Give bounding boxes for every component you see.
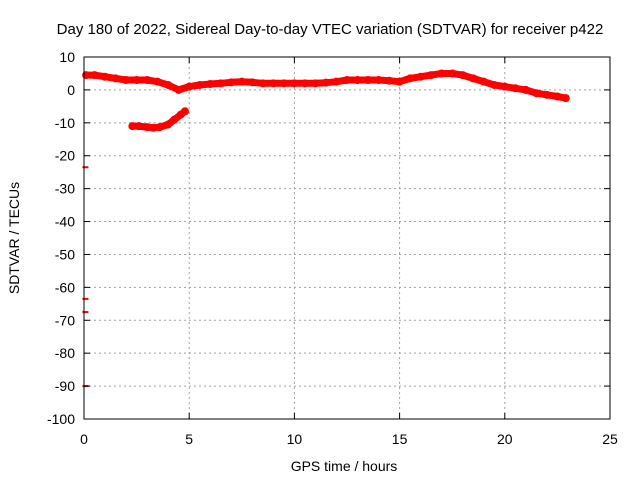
series-main-point <box>385 76 394 85</box>
series-main-point <box>132 76 141 85</box>
series-main-point <box>521 85 530 94</box>
series-main-point <box>343 76 351 85</box>
y-tick-label: -90 <box>55 378 75 394</box>
plot-area <box>82 69 570 388</box>
series-main-point <box>279 79 288 88</box>
series-main-point <box>153 77 162 86</box>
x-tick-label: 0 <box>80 431 88 447</box>
series-main-point <box>90 71 99 80</box>
series-main-point <box>300 79 309 88</box>
series-main-point <box>195 80 204 89</box>
y-tick-label: -80 <box>55 345 75 361</box>
series-segment-point <box>155 123 164 132</box>
y-tick-label: -30 <box>55 181 75 197</box>
series-main-point <box>374 76 383 85</box>
series-main-point <box>332 77 341 86</box>
x-tick-label: 5 <box>185 431 193 447</box>
y-tick-label: 10 <box>59 49 75 65</box>
series-main-point <box>143 76 152 85</box>
series-main-point <box>101 72 110 81</box>
x-axis-label: GPS time / hours <box>291 458 398 474</box>
series-main-point <box>416 72 425 81</box>
series-main-point <box>553 92 562 101</box>
grid-lines <box>84 57 610 419</box>
series-main-point <box>479 77 488 86</box>
series-main-point <box>511 84 520 93</box>
series-main-point <box>311 79 320 88</box>
series-main-point <box>395 77 404 86</box>
series-main-point <box>227 78 236 87</box>
x-tick-label: 10 <box>287 431 303 447</box>
series-segment-point <box>143 123 152 132</box>
series-main-point <box>206 79 215 88</box>
chart-title: Day 180 of 2022, Sidereal Day-to-day VTE… <box>57 21 604 38</box>
series-main-point <box>269 79 278 88</box>
series-segment-point <box>180 107 189 116</box>
y-tick-label: -70 <box>55 312 75 328</box>
y-tick-label: -60 <box>55 279 75 295</box>
series-main-point <box>237 77 246 86</box>
series-main-point <box>111 74 120 83</box>
y-axis-label: SDTVAR / TECUs <box>6 182 22 294</box>
series-segment-point <box>128 122 137 131</box>
series-main-point <box>258 79 267 88</box>
series-main-point <box>437 69 446 78</box>
series-segment-point <box>164 120 173 129</box>
series-main-point <box>185 82 194 91</box>
series-main-point <box>406 74 415 83</box>
series-main-point <box>490 80 499 89</box>
series-main-point <box>469 74 478 83</box>
y-tick-label: -100 <box>47 411 75 427</box>
series-segment-point <box>170 115 179 124</box>
series-main-point <box>458 71 467 80</box>
series-segment-point <box>134 122 143 131</box>
series-main-point <box>364 76 373 85</box>
series-main-point <box>122 76 131 85</box>
series-main-point <box>427 71 436 80</box>
series-main-point <box>174 85 183 94</box>
series-main-point <box>561 94 570 103</box>
y-tick-label: -20 <box>55 148 75 164</box>
x-tick-label: 20 <box>497 431 513 447</box>
series-main-point <box>82 71 91 80</box>
y-tick-label: -50 <box>55 246 75 262</box>
plot-frame <box>83 56 611 420</box>
series-main-point <box>216 79 225 88</box>
series-main-point <box>448 69 457 78</box>
series-main-point <box>542 90 551 99</box>
series-main-point <box>532 89 541 98</box>
series-main-point <box>321 78 330 87</box>
series-main-point <box>353 76 362 85</box>
y-tick-label: -40 <box>55 214 75 230</box>
series-main-point <box>290 79 299 88</box>
series-segment-point <box>149 123 158 132</box>
x-tick-label: 15 <box>392 431 408 447</box>
series-main-point <box>164 80 173 89</box>
y-tick-label: -10 <box>55 115 75 131</box>
series-main-point <box>248 78 257 87</box>
y-tick-label: 0 <box>67 82 75 98</box>
axis-ticks: 0 5 10 15 20 25 10 0 -10 -20 -30 -40 -50 -60 -70 -80 -90… <box>47 49 618 447</box>
x-tick-label: 25 <box>602 431 618 447</box>
series-main-point <box>500 82 509 91</box>
